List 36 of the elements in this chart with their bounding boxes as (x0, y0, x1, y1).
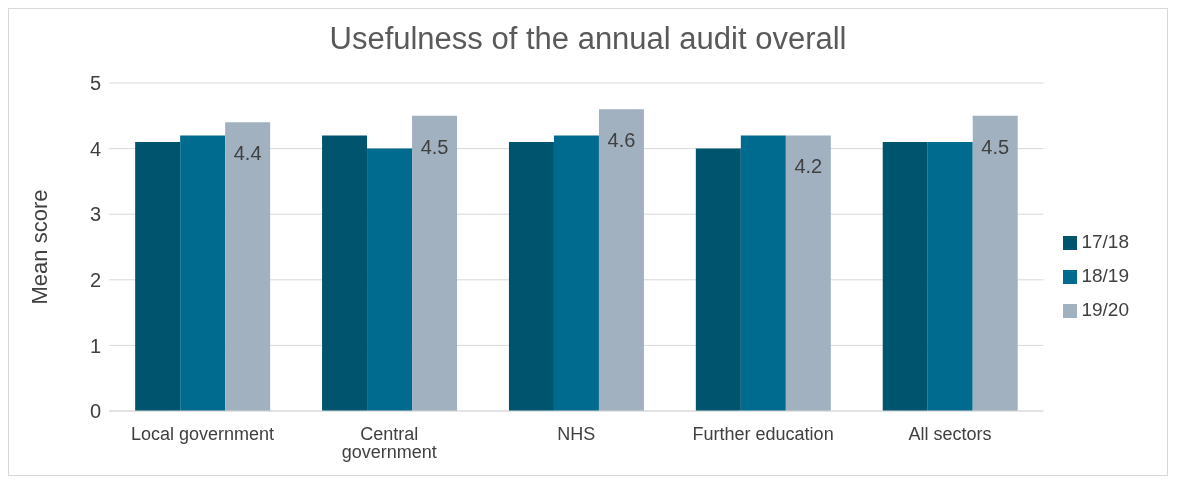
bar (322, 135, 368, 411)
bar (740, 135, 786, 411)
bar (882, 142, 928, 411)
legend-label: 19/20 (1081, 299, 1129, 320)
data-label: 4.6 (607, 129, 636, 152)
data-label: 4.2 (794, 155, 823, 178)
bar (553, 135, 599, 411)
bar (972, 115, 1018, 411)
y-tick-label: 0 (89, 400, 101, 423)
bar (225, 122, 271, 411)
bar (412, 115, 458, 411)
x-tick-label: All sectors (908, 423, 992, 444)
legend-label: 17/18 (1081, 231, 1129, 252)
bar (927, 142, 973, 411)
bar (180, 135, 226, 411)
data-label: 4.4 (233, 142, 262, 165)
x-tick-label: Local government (130, 423, 274, 444)
bar (367, 148, 413, 411)
x-tick-label: Central government (341, 423, 437, 462)
y-axis-title: Mean score (26, 189, 52, 305)
y-tick-label: 5 (89, 72, 101, 95)
chart-title: Usefulness of the annual audit overall (328, 20, 848, 58)
bar (785, 135, 831, 411)
y-tick-label: 2 (89, 268, 101, 291)
data-label: 4.5 (981, 135, 1010, 158)
x-tick-label: NHS (557, 423, 596, 444)
bar (508, 142, 554, 411)
bar (598, 109, 644, 411)
y-tick-label: 4 (89, 137, 101, 160)
y-tick-label: 1 (89, 334, 101, 357)
y-tick-label: 3 (89, 203, 101, 226)
legend-label: 18/19 (1081, 265, 1129, 286)
bar (135, 142, 181, 411)
bar (695, 148, 741, 411)
x-tick-label: Further education (692, 423, 834, 444)
data-label: 4.5 (420, 135, 449, 158)
